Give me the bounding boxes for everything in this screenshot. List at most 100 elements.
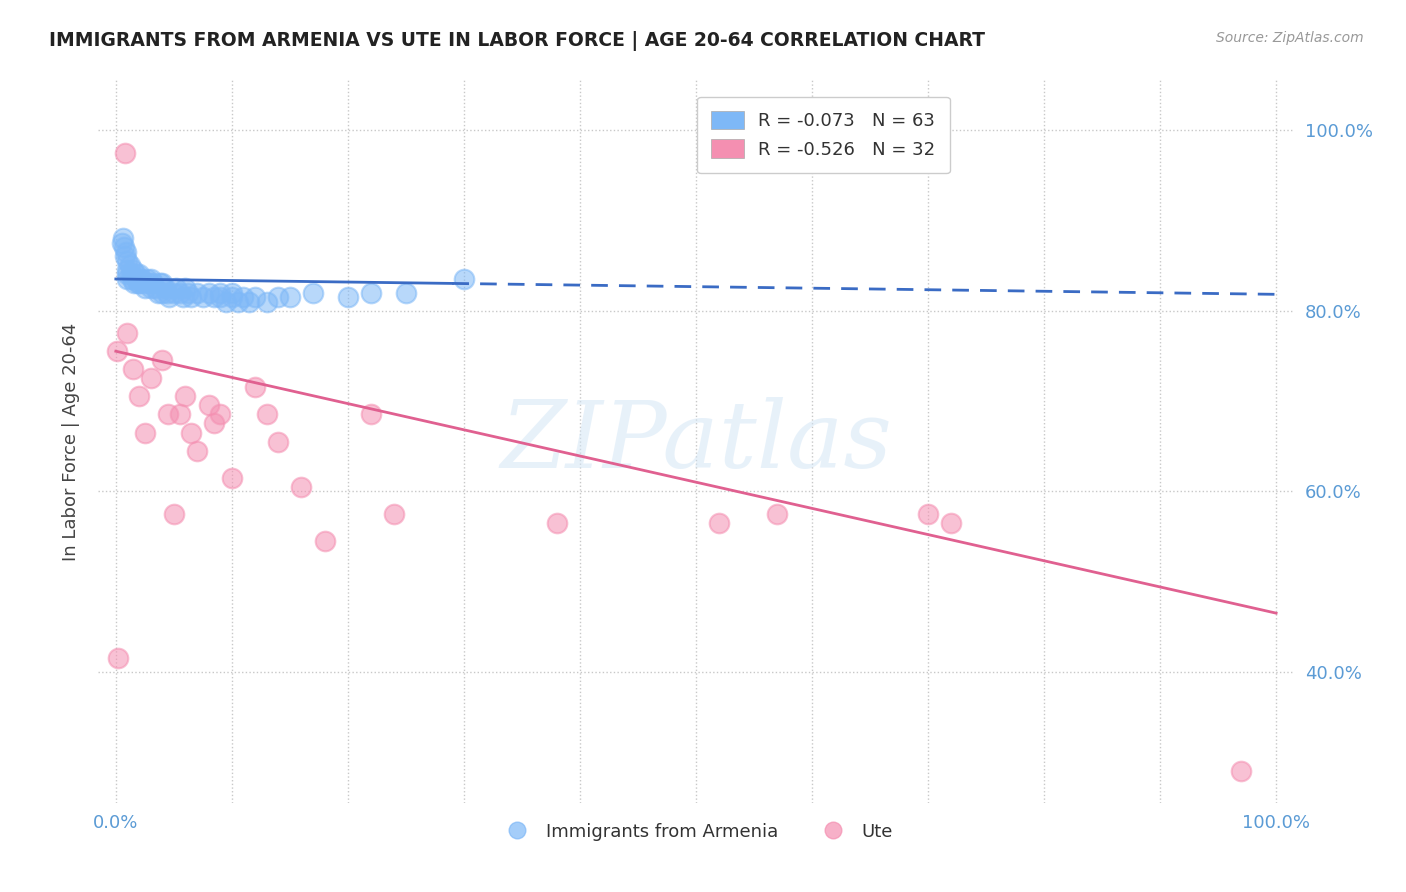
Point [302,285,325,300]
Point [453,272,475,286]
Point [128,268,150,282]
Point [111,235,134,250]
Point [238,294,260,309]
Point [139,371,162,385]
Point [165,281,187,295]
Point [221,290,243,304]
Point [395,285,418,300]
Point [360,285,382,300]
Text: IMMIGRANTS FROM ARMENIA VS UTE IN LABOR FORCE | AGE 20-64 CORRELATION CHART: IMMIGRANTS FROM ARMENIA VS UTE IN LABOR … [49,31,986,51]
Point [107,651,129,665]
Point [360,408,382,422]
Point [232,290,254,304]
Point [546,516,568,530]
Point [186,443,208,458]
Point [169,285,191,300]
Point [143,281,166,295]
Point [180,290,202,304]
Point [221,285,243,300]
Point [163,507,186,521]
Point [204,290,226,304]
Point [197,398,219,412]
Point [125,272,148,286]
Point [120,268,142,282]
Point [209,285,232,300]
Point [146,285,169,300]
Point [139,281,162,295]
Point [115,244,138,259]
Point [117,268,139,282]
Point [138,277,160,291]
Point [114,145,136,160]
Point [917,507,939,521]
Point [117,326,139,341]
Point [336,290,359,304]
Point [156,285,179,300]
Point [142,277,165,291]
Point [117,263,139,277]
Point [197,285,219,300]
Point [169,408,191,422]
Point [117,272,139,286]
Point [174,281,197,295]
Point [136,272,159,286]
Point [131,272,153,286]
Point [139,272,162,286]
Point [128,277,150,291]
Point [243,380,266,394]
Point [314,533,336,548]
Point [153,281,176,295]
Point [128,389,150,403]
Point [256,294,278,309]
Point [131,277,153,291]
Point [221,471,243,485]
Point [215,294,238,309]
Point [204,417,226,431]
Point [118,259,141,273]
Point [243,290,266,304]
Text: ZIPatlas: ZIPatlas [501,397,891,486]
Point [157,290,180,304]
Point [111,231,134,245]
Point [134,281,156,295]
Text: Source: ZipAtlas.com: Source: ZipAtlas.com [1216,31,1364,45]
Point [121,272,143,286]
Point [256,408,278,422]
Point [174,389,197,403]
Point [105,344,128,359]
Point [766,507,789,521]
Point [177,285,200,300]
Point [191,290,214,304]
Point [149,277,172,291]
Point [122,362,145,376]
Point [134,425,156,440]
Point [150,277,173,291]
Point [122,263,145,277]
Point [157,408,180,422]
Point [290,480,312,494]
Point [1230,764,1253,779]
Point [278,290,301,304]
Point [267,434,290,449]
Point [124,277,146,291]
Point [186,285,208,300]
Point [117,254,139,268]
Y-axis label: In Labor Force | Age 20-64: In Labor Force | Age 20-64 [62,322,80,561]
Point [382,507,405,521]
Point [112,240,135,254]
Point [150,353,173,368]
Point [127,277,149,291]
Point [209,290,232,304]
Point [172,290,194,304]
Legend: Immigrants from Armenia, Ute: Immigrants from Armenia, Ute [492,815,900,848]
Point [941,516,963,530]
Point [163,285,186,300]
Point [226,294,249,309]
Point [709,516,731,530]
Point [180,425,202,440]
Point [150,285,173,300]
Point [209,408,232,422]
Point [267,290,290,304]
Point [124,268,146,282]
Point [114,249,136,263]
